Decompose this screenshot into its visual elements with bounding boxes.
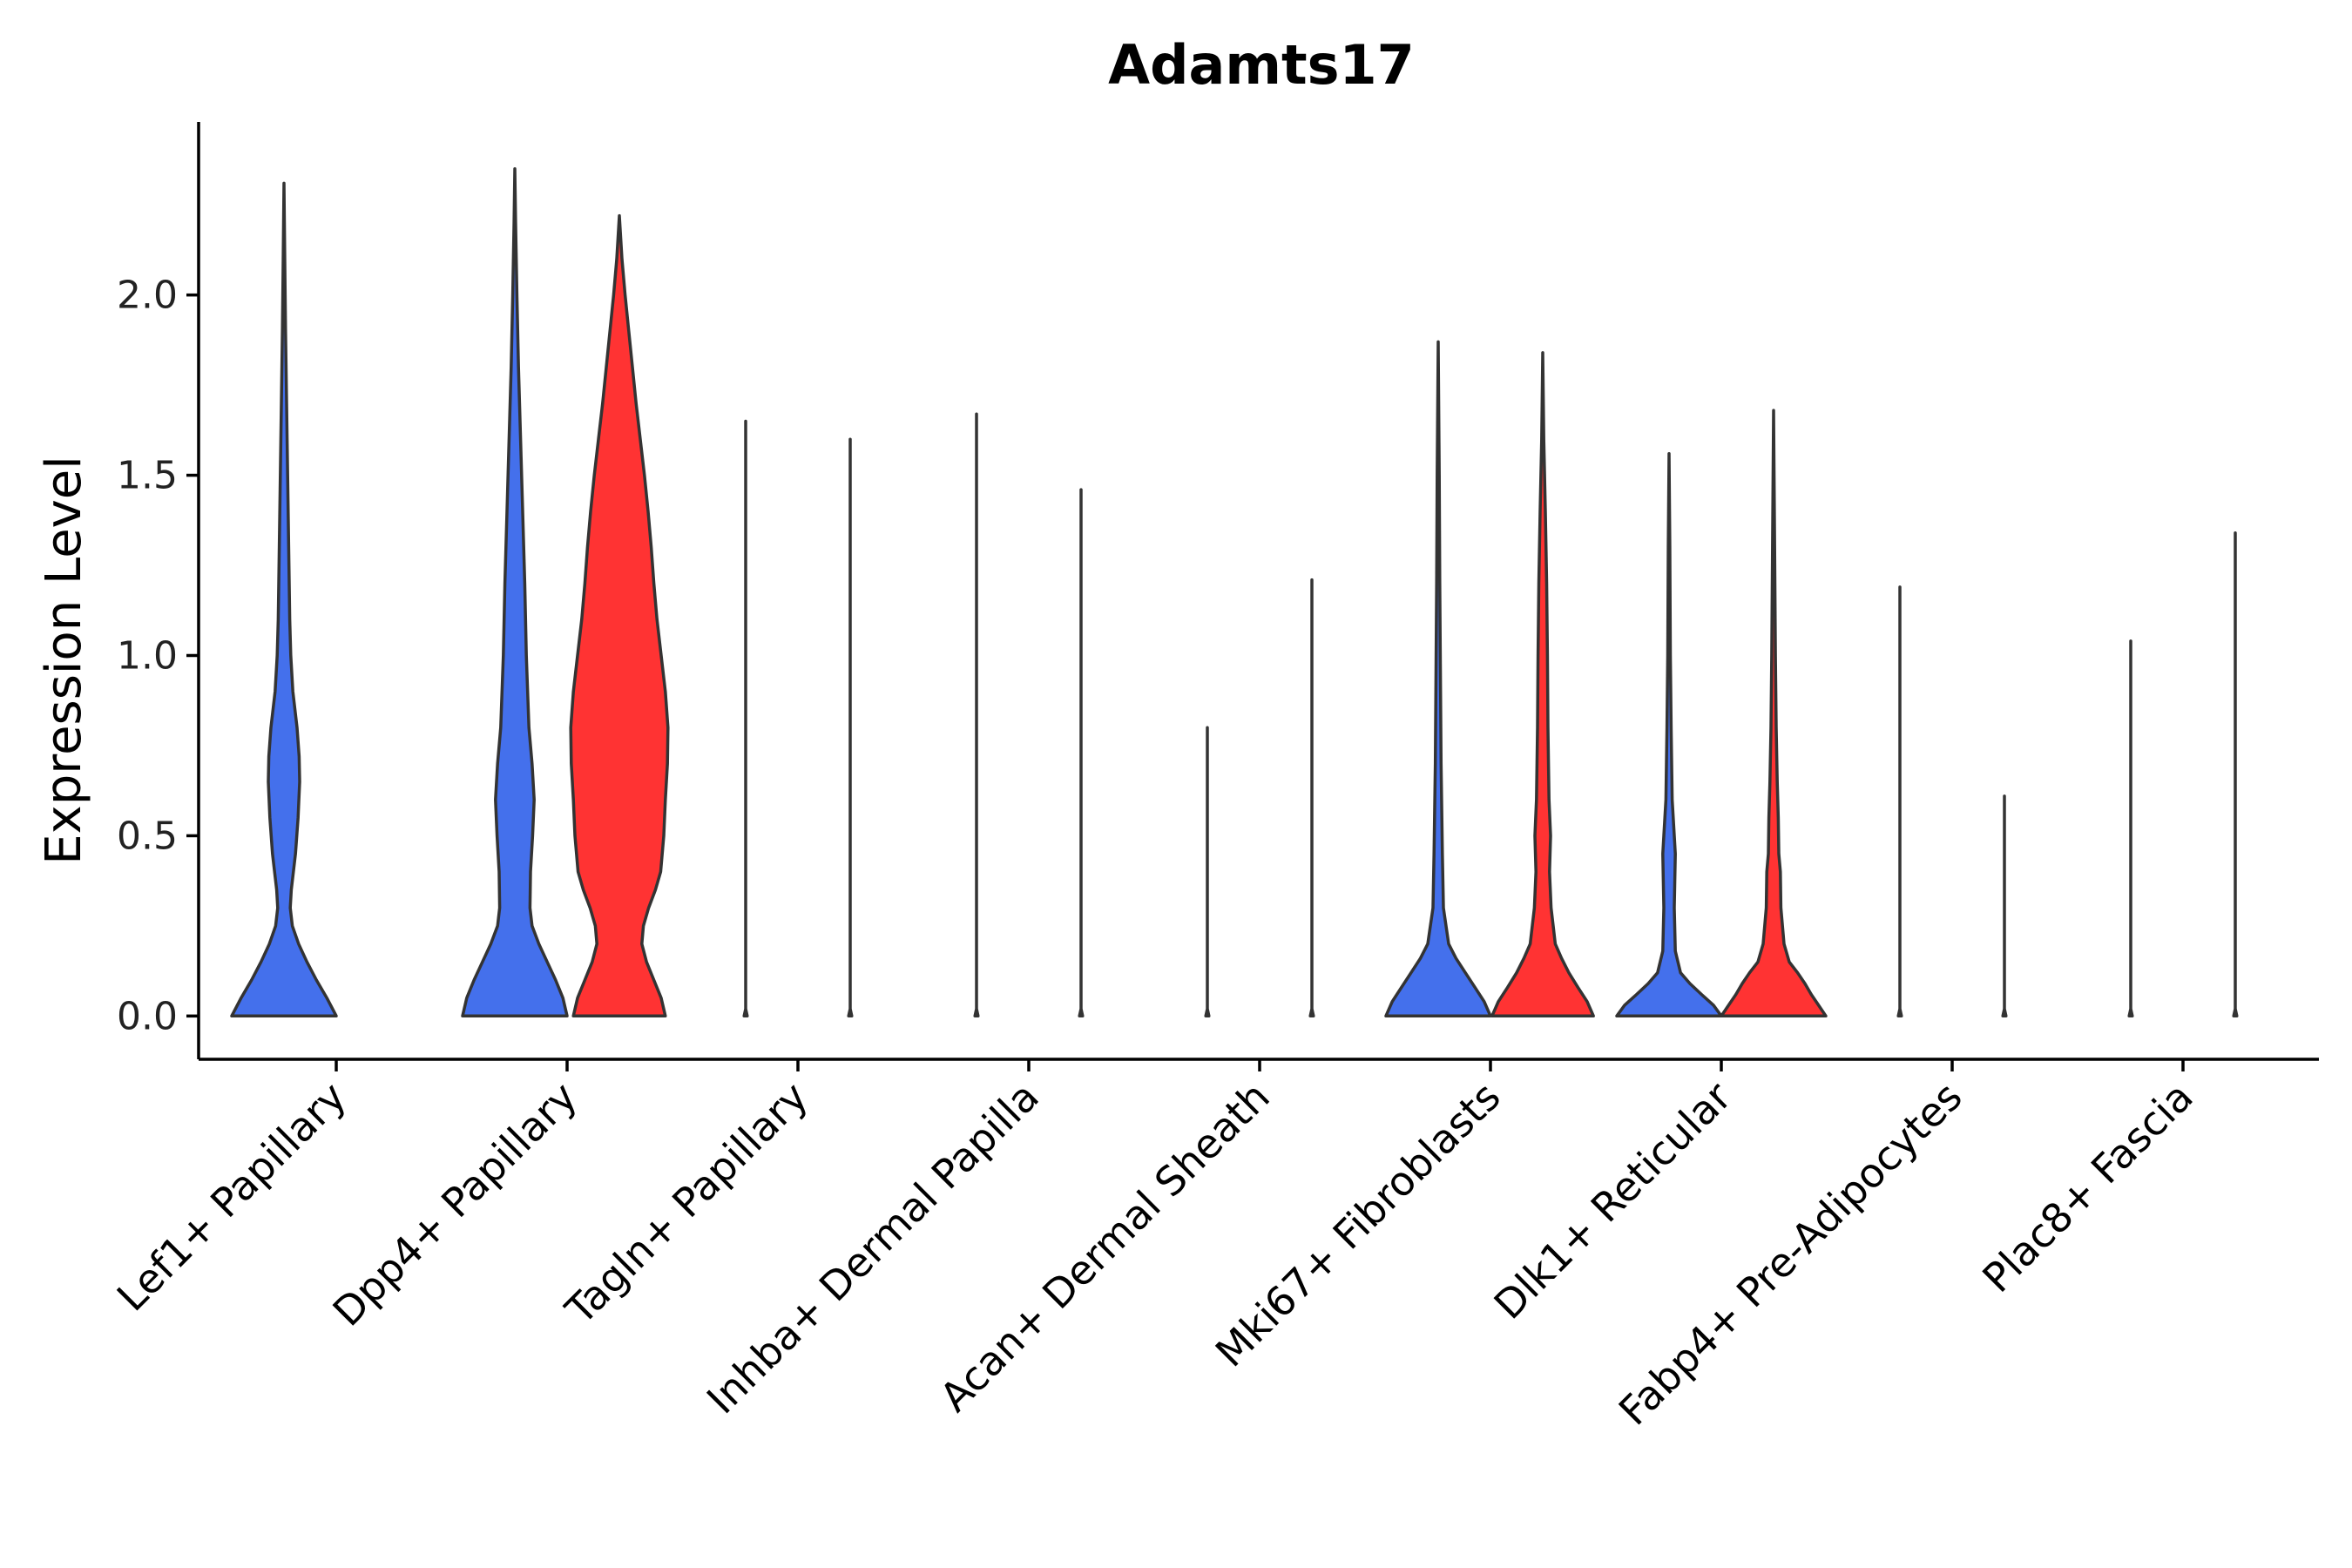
y-axis-label: Expression Level [36,456,92,865]
y-tick-label: 0.0 [117,994,178,1038]
x-tick-label: Tagln+ Papillary [556,1073,817,1335]
x-tick-label: Dlk1+ Reticular [1485,1073,1740,1328]
violin-fabp4-pre-adipocytes-s2 [2001,794,2008,1018]
violin-tagln-papillary-s1 [742,419,749,1018]
violin-mki67-fibroblasts-s1 [1384,340,1492,1018]
violin-mki67-fibroblasts-s2 [1490,351,1595,1018]
y-tick-label: 0.5 [117,814,178,858]
violin-dpp4-papillary-s2 [569,213,670,1018]
violin-inhba-dermal-papilla-s2 [1078,488,1085,1018]
x-tick-label: Dpp4+ Papillary [324,1073,586,1335]
y-tick-label: 2.0 [117,274,178,318]
y-axis-ticks: 0.0 0.5 1.0 1.5 2.0 [117,274,199,1038]
chart-title: Adamts17 [1108,33,1415,97]
violin-plac8-fascia-s1 [2127,639,2134,1018]
violin-inhba-dermal-papilla-s1 [973,412,980,1018]
violin-acan-dermal-sheath-s2 [1308,578,1315,1018]
violin-plac8-fascia-s2 [2232,531,2239,1018]
violin-dlk1-reticular-s1 [1615,451,1723,1018]
x-tick-label: Lef1+ Papillary [108,1073,355,1321]
violin-acan-dermal-sheath-s1 [1204,726,1211,1018]
x-tick-label: Plac8+ Fascia [1973,1073,2201,1301]
violin-dlk1-reticular-s2 [1720,409,1828,1018]
y-tick-label: 1.0 [117,633,178,678]
violin-group [230,167,2239,1018]
violin-lef1-papillary-s1 [230,181,338,1018]
violin-dpp4-papillary-s1 [461,167,569,1018]
violin-tagln-papillary-s2 [847,437,854,1018]
violin-fabp4-pre-adipocytes-s1 [1896,585,1903,1018]
y-tick-label: 1.5 [117,454,178,498]
